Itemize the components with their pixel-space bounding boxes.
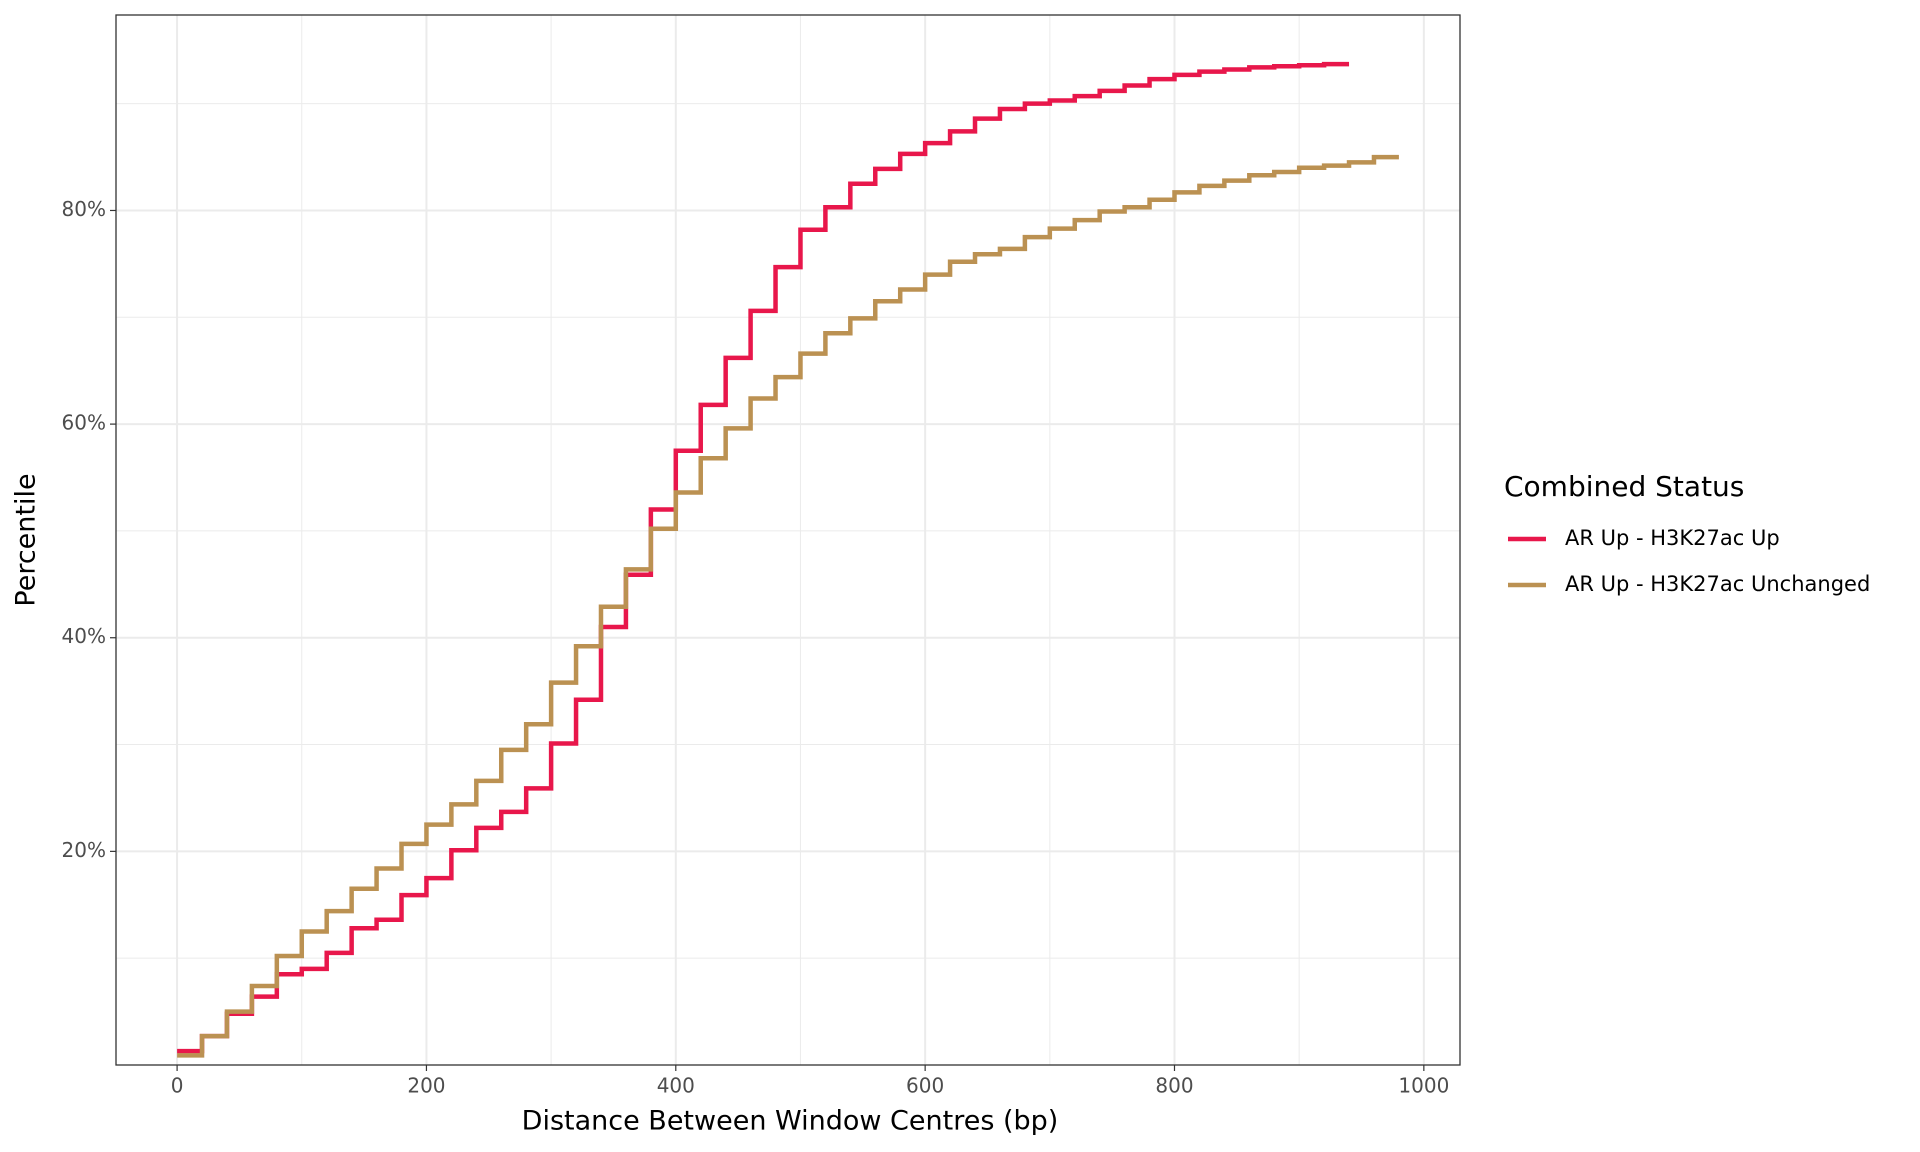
x-tick-label: 1000 bbox=[1398, 1074, 1449, 1098]
series-line bbox=[177, 61, 1350, 1054]
legend-label: AR Up - H3K27ac Up bbox=[1565, 526, 1780, 550]
x-tick-label: 200 bbox=[407, 1074, 445, 1098]
y-tick-label: 40% bbox=[62, 624, 106, 648]
legend-title: Combined Status bbox=[1504, 470, 1744, 503]
y-tick-label: 20% bbox=[62, 838, 106, 862]
y-axis-title: Percentile bbox=[11, 473, 42, 606]
x-tick-label: 0 bbox=[171, 1074, 184, 1098]
x-tick-label: 600 bbox=[906, 1074, 944, 1098]
y-tick-label: 80% bbox=[62, 197, 106, 221]
x-tick-label: 400 bbox=[657, 1074, 695, 1098]
series-line bbox=[177, 154, 1399, 1058]
x-axis-title: Distance Between Window Centres (bp) bbox=[522, 1106, 1059, 1137]
legend-label: AR Up - H3K27ac Unchanged bbox=[1565, 572, 1870, 596]
x-tick-label: 800 bbox=[1155, 1074, 1193, 1098]
plot-border bbox=[115, 14, 1461, 1066]
y-tick-label: 60% bbox=[62, 411, 106, 435]
